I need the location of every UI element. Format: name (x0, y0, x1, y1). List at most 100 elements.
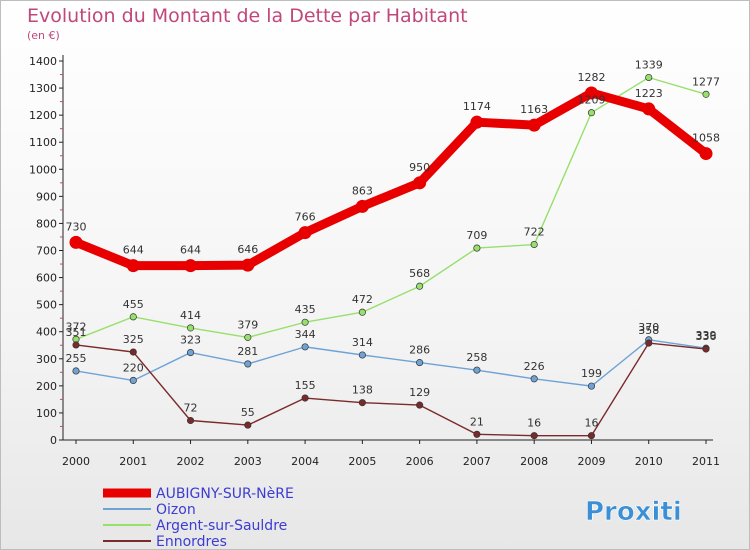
data-label: 358 (638, 324, 659, 337)
data-label: 709 (466, 229, 487, 242)
data-point (416, 282, 424, 290)
data-point (584, 86, 598, 100)
data-label: 255 (66, 352, 87, 365)
data-label: 16 (527, 417, 541, 430)
data-point (587, 432, 596, 440)
x-tick-label: 2004 (291, 455, 319, 468)
data-label: 21 (470, 415, 484, 428)
data-point (587, 109, 596, 117)
data-point (241, 258, 255, 272)
data-point (69, 235, 83, 249)
data-label: 226 (524, 360, 545, 373)
legend-label: Oizon (156, 502, 196, 518)
y-tick-label: 1300 (29, 82, 57, 95)
chart-title: Evolution du Montant de la Dette par Hab… (27, 5, 468, 27)
y-tick-label: 800 (36, 217, 57, 230)
data-label: 435 (295, 303, 316, 316)
data-label: 72 (184, 402, 198, 415)
data-point (301, 394, 309, 402)
data-point (702, 345, 710, 353)
data-point (530, 375, 538, 383)
data-point (186, 349, 195, 357)
data-label: 646 (237, 243, 258, 256)
data-label: 644 (123, 244, 144, 257)
data-point (244, 333, 252, 341)
x-tick-label: 2002 (177, 455, 205, 468)
y-tick-label: 0 (50, 434, 57, 447)
data-point (527, 118, 541, 132)
data-label: 286 (409, 344, 430, 357)
x-tick-label: 2003 (234, 455, 262, 468)
data-point (699, 147, 713, 161)
x-tick-label: 2001 (119, 455, 147, 468)
data-label: 199 (581, 367, 602, 380)
legend-label: Ennordres (156, 534, 227, 549)
data-label: 1209 (577, 94, 605, 107)
data-point (244, 360, 252, 368)
data-label: 1163 (520, 103, 548, 116)
data-label: 370 (638, 321, 659, 334)
x-tick-label: 2006 (406, 455, 434, 468)
data-point (642, 102, 656, 116)
data-label: 220 (123, 361, 144, 374)
data-label: 344 (295, 328, 316, 341)
series-line (75, 342, 707, 437)
y-tick-label: 1200 (29, 109, 57, 122)
data-label: 155 (295, 379, 316, 392)
data-point (530, 432, 538, 440)
data-point (645, 73, 653, 82)
data-point (416, 401, 424, 409)
data-label: 325 (123, 333, 144, 346)
series-lines (71, 76, 711, 437)
y-tick-label: 200 (36, 380, 57, 393)
x-tick-label: 2011 (692, 455, 720, 468)
data-point (702, 90, 710, 98)
legend-label: Argent-sur-Sauldre (156, 518, 287, 534)
data-point (355, 199, 369, 213)
x-tick-label: 2005 (348, 455, 376, 468)
data-label: 472 (352, 293, 373, 306)
data-label: 138 (352, 384, 373, 397)
data-label: 372 (66, 320, 87, 333)
data-label: 339 (696, 329, 717, 342)
data-label: 568 (409, 267, 430, 280)
data-label: 455 (123, 298, 144, 311)
proxiti-logo: Proxiti (585, 497, 682, 528)
data-label: 323 (180, 334, 201, 347)
data-label: 1174 (463, 100, 491, 113)
data-labels: 372 455 414 379 435 472 568 709 722 1209 1339 1277 3… (66, 59, 721, 430)
data-label: 1277 (692, 75, 720, 88)
data-label: 336 (696, 330, 717, 343)
data-point (358, 308, 366, 316)
data-label: 414 (180, 309, 201, 322)
data-label: 730 (66, 220, 87, 233)
data-point (473, 366, 481, 374)
data-label: 766 (295, 211, 316, 224)
y-tick-label: 1000 (29, 163, 57, 176)
series-line (71, 88, 711, 271)
axes: 0 100 200 300 400 500 600 700 800 900 1000 1100 1200… (29, 55, 720, 468)
data-label: 950 (409, 161, 430, 174)
data-point (298, 226, 312, 240)
data-point (358, 399, 366, 407)
data-point (129, 376, 137, 384)
chart-subtitle: (en €) (27, 29, 60, 42)
data-point (530, 240, 538, 249)
data-point (129, 313, 137, 321)
y-tick-label: 500 (36, 299, 57, 312)
data-point (72, 367, 80, 375)
data-label: 863 (352, 184, 373, 197)
x-tick-label: 2008 (520, 455, 548, 468)
data-label: 644 (180, 244, 201, 257)
y-tick-label: 400 (36, 326, 57, 339)
data-label: 281 (237, 345, 258, 358)
x-tick-label: 2007 (463, 455, 491, 468)
data-label: 129 (409, 386, 430, 399)
legend-label: AUBIGNY-SUR-NèRE (156, 486, 294, 502)
data-point (358, 351, 366, 359)
data-point (186, 324, 195, 332)
data-point (416, 359, 424, 367)
logo-text: Proxiti (585, 497, 682, 527)
